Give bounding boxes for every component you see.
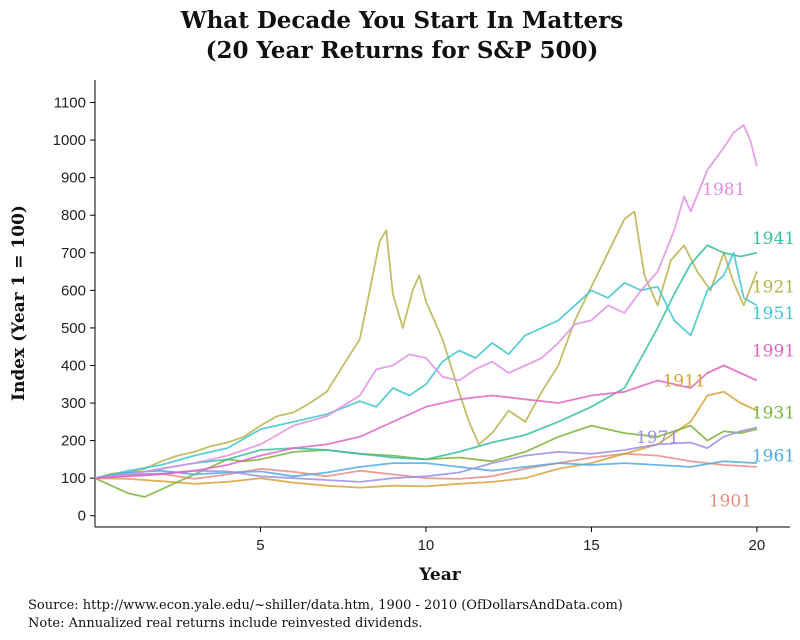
y-axis-title: Index (Year 1 = 100): [9, 205, 29, 401]
series-label-1911: 1911: [662, 372, 705, 392]
series-label-1921: 1921: [752, 278, 795, 298]
series-label-1981: 1981: [702, 180, 745, 200]
x-tick-label: 15: [583, 537, 600, 554]
series-lines: [94, 124, 758, 498]
y-tick-label: 0: [78, 508, 86, 525]
x-axis-title: Year: [418, 565, 461, 585]
y-tick-label: 300: [61, 395, 86, 412]
series-line-1951: [94, 251, 758, 480]
footnote: Note: Annualized real returns include re…: [28, 616, 423, 631]
y-tick-label: 900: [61, 170, 86, 187]
series-line-1901: [94, 452, 757, 480]
y-tick-label: 500: [61, 320, 86, 337]
x-tick-label: 5: [256, 537, 264, 554]
chart-title: What Decade You Start In Matters: [180, 7, 623, 34]
series-line-1931: [94, 424, 758, 498]
series-label-1931: 1931: [752, 403, 795, 423]
y-tick-label: 100: [61, 470, 86, 487]
series-line-1961: [94, 460, 757, 480]
x-tick-label: 10: [418, 537, 435, 554]
series-line-1911: [94, 390, 758, 489]
series-line-1921: [94, 210, 758, 480]
y-tick-label: 1100: [54, 95, 86, 112]
series-label-1941: 1941: [752, 229, 795, 249]
plot-area: 0 100 200 300 400 500 600 700 800 900 1000 1100 5 10…: [53, 80, 795, 554]
y-tick-label: 800: [61, 207, 86, 224]
series-line-1991: [94, 364, 758, 480]
y-tick-label: 700: [61, 245, 86, 262]
series-labels: 1901 1911 1921 1931 1941 1951 1961 1971 1981 1991: [636, 180, 795, 512]
source-note: Source: http://www.econ.yale.edu/~shille…: [28, 598, 623, 613]
series-label-1991: 1991: [752, 341, 795, 361]
y-tick-label: 600: [61, 282, 86, 299]
x-ticks: 5 10 15 20: [256, 527, 765, 554]
y-ticks: 0 100 200 300 400 500 600 700 800 900 1000 1100: [53, 95, 95, 525]
y-tick-label: 400: [61, 357, 86, 374]
series-line-1981: [94, 124, 758, 480]
series-label-1971: 1971: [636, 428, 679, 448]
chart-subtitle: (20 Year Returns for S&P 500): [206, 37, 599, 64]
x-tick-label: 20: [749, 537, 766, 554]
series-line-1971: [94, 426, 758, 483]
y-tick-label: 1000: [53, 132, 86, 149]
series-label-1951: 1951: [752, 304, 795, 324]
y-tick-label: 200: [61, 433, 86, 450]
series-line-1941: [94, 244, 758, 480]
series-label-1961: 1961: [752, 447, 795, 467]
series-label-1901: 1901: [709, 492, 752, 512]
